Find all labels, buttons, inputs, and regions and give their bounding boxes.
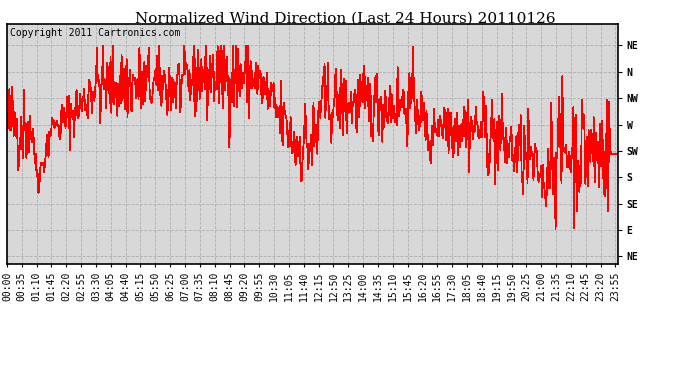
Text: Copyright 2011 Cartronics.com: Copyright 2011 Cartronics.com [10, 28, 180, 38]
Text: Normalized Wind Direction (Last 24 Hours) 20110126: Normalized Wind Direction (Last 24 Hours… [135, 11, 555, 25]
